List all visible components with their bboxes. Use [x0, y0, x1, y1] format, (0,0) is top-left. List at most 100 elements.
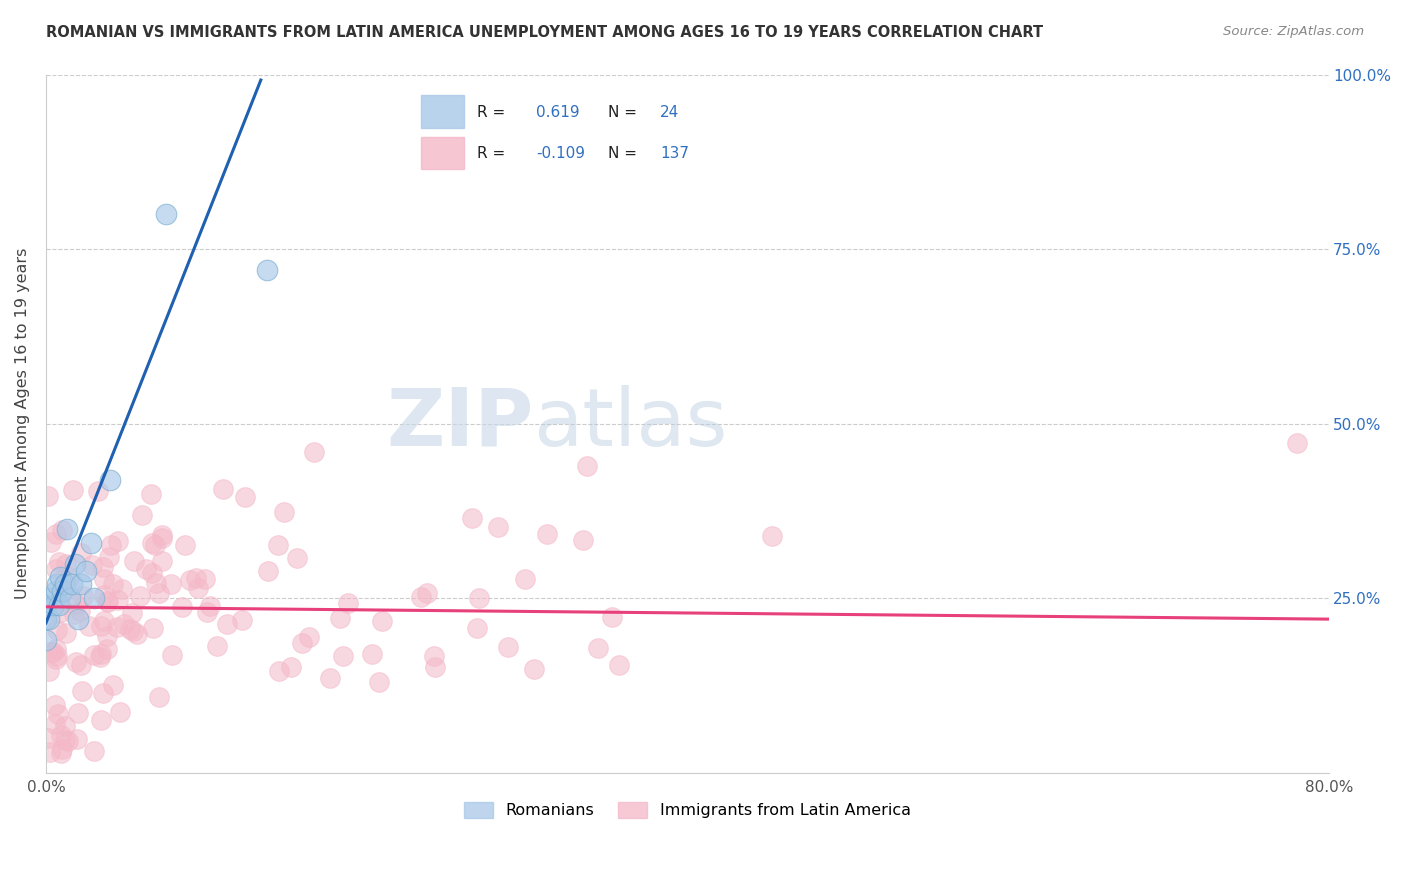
Point — [90, 647, 112, 661]
Point — [45, 526, 67, 541]
Point — [107, 592, 129, 607]
Point — [145, 575, 167, 590]
Point — [91, 686, 114, 700]
Point — [79, 618, 101, 632]
Point — [179, 573, 201, 587]
Point — [1285, 436, 1308, 450]
Point — [48, 599, 70, 613]
Point — [586, 640, 609, 655]
Point — [37, 731, 59, 746]
Point — [63, 607, 86, 621]
Point — [83, 591, 105, 606]
Point — [195, 605, 218, 619]
Point — [572, 533, 595, 548]
Point — [93, 572, 115, 586]
Point — [135, 562, 157, 576]
Point — [90, 713, 112, 727]
Point — [48, 607, 70, 621]
Point — [39, 745, 62, 759]
Point — [233, 490, 256, 504]
Point — [63, 557, 86, 571]
Point — [51, 584, 73, 599]
Point — [93, 615, 115, 629]
Point — [148, 586, 170, 600]
Point — [600, 609, 623, 624]
Point — [170, 599, 193, 614]
Point — [46, 577, 69, 591]
Point — [159, 577, 181, 591]
Point — [58, 570, 80, 584]
Point — [142, 621, 165, 635]
Point — [46, 706, 69, 721]
Point — [496, 640, 519, 655]
Point — [65, 597, 87, 611]
Point — [98, 549, 121, 564]
Point — [42, 599, 65, 613]
Point — [287, 550, 309, 565]
Point — [72, 590, 94, 604]
Point — [105, 620, 128, 634]
Point — [56, 733, 79, 747]
Point — [198, 599, 221, 614]
Point — [267, 664, 290, 678]
Point — [35, 633, 58, 648]
Point — [215, 616, 238, 631]
Text: ZIP: ZIP — [387, 384, 533, 463]
Point — [575, 458, 598, 473]
Point — [336, 596, 359, 610]
Point — [65, 655, 87, 669]
Point — [35, 612, 58, 626]
Point — [70, 577, 93, 591]
Point — [368, 675, 391, 690]
Text: ROMANIAN VS IMMIGRANTS FROM LATIN AMERICA UNEMPLOYMENT AMONG AGES 16 TO 19 YEARS: ROMANIAN VS IMMIGRANTS FROM LATIN AMERIC… — [46, 25, 1043, 40]
Point — [361, 648, 384, 662]
Point — [69, 546, 91, 560]
Point — [118, 622, 141, 636]
Point — [69, 604, 91, 618]
Point — [155, 207, 177, 221]
Point — [150, 554, 173, 568]
Point — [329, 610, 352, 624]
Point — [186, 571, 208, 585]
Point — [53, 577, 76, 591]
Point — [38, 612, 60, 626]
Point — [46, 648, 69, 663]
Text: atlas: atlas — [533, 384, 728, 463]
Point — [62, 483, 84, 497]
Point — [318, 671, 340, 685]
Point — [148, 690, 170, 705]
Point — [39, 645, 62, 659]
Point — [86, 483, 108, 498]
Point — [194, 572, 217, 586]
Point — [44, 641, 66, 656]
Point — [35, 599, 58, 613]
Point — [45, 623, 67, 637]
Point — [332, 648, 354, 663]
Point — [53, 719, 76, 733]
Point — [486, 520, 509, 534]
Point — [423, 660, 446, 674]
Point — [122, 624, 145, 638]
Point — [468, 591, 491, 606]
Point — [267, 538, 290, 552]
Point — [44, 698, 66, 712]
Point — [141, 566, 163, 581]
Point — [42, 645, 65, 659]
Point — [66, 732, 89, 747]
Point — [90, 619, 112, 633]
Point — [96, 642, 118, 657]
Point — [96, 629, 118, 643]
Point — [128, 589, 150, 603]
Point — [98, 473, 121, 487]
Point — [93, 588, 115, 602]
Point — [162, 648, 184, 662]
Point — [45, 584, 67, 599]
Point — [89, 650, 111, 665]
Legend: Romanians, Immigrants from Latin America: Romanians, Immigrants from Latin America — [457, 795, 917, 824]
Point — [51, 523, 73, 537]
Point — [60, 577, 83, 591]
Point — [298, 631, 321, 645]
Point — [82, 558, 104, 573]
Point — [139, 486, 162, 500]
Point — [51, 742, 73, 756]
